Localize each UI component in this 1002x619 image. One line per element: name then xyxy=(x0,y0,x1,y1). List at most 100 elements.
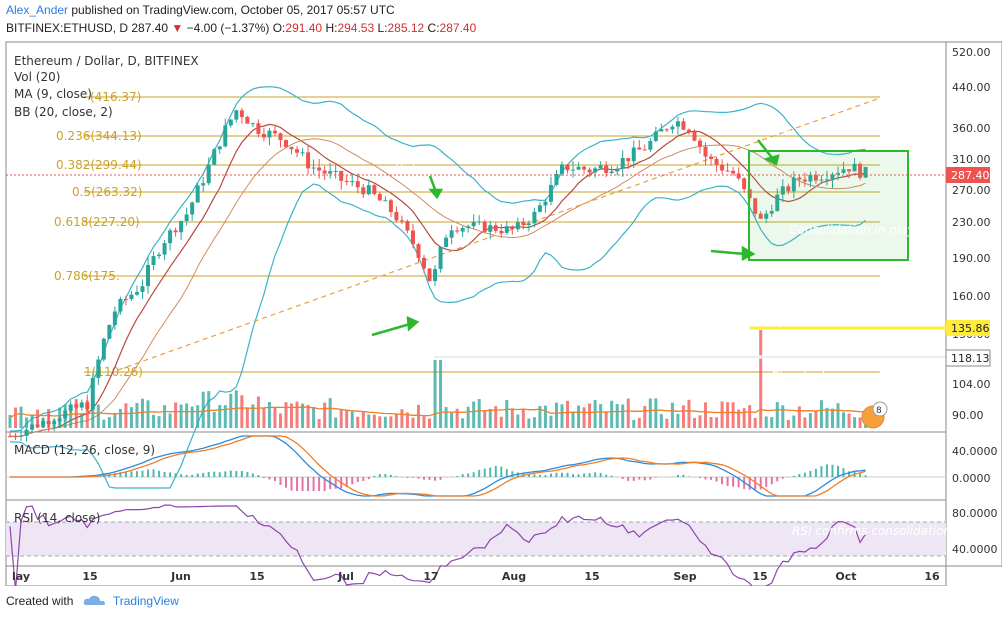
macd-bar xyxy=(715,477,718,482)
volume-bar xyxy=(461,418,465,428)
macd-bar xyxy=(588,473,591,477)
volume-bar xyxy=(676,413,680,428)
volume-bar xyxy=(704,402,708,428)
volume-bar xyxy=(8,415,12,428)
candle-body xyxy=(438,246,443,270)
candle-body xyxy=(405,221,410,231)
volume-bar xyxy=(361,412,365,428)
candle-body xyxy=(68,404,73,411)
macd-bar xyxy=(627,477,630,481)
volume-bar xyxy=(830,408,834,428)
candle-body xyxy=(449,230,454,238)
candle-body xyxy=(151,256,156,265)
candle-body xyxy=(46,420,51,425)
ann-steady: Steady decrease in Volume xyxy=(771,369,935,383)
volume-bar xyxy=(554,402,558,428)
candle-body xyxy=(576,166,581,170)
time-tick: Aug xyxy=(502,570,526,583)
candle-body xyxy=(79,402,84,408)
candle-body xyxy=(659,129,664,132)
volume-bar xyxy=(383,416,387,428)
volume-bar xyxy=(433,360,437,428)
candle-body xyxy=(604,165,609,174)
macd-bar xyxy=(842,468,845,477)
candle-body xyxy=(675,121,680,127)
volume-bar xyxy=(648,398,652,428)
candle-body xyxy=(300,152,305,154)
volume-bar xyxy=(152,414,156,428)
arrow-higher-lows-big xyxy=(710,249,746,256)
macd-bar xyxy=(527,474,530,477)
candle-body xyxy=(272,130,277,134)
macd-bar xyxy=(594,472,597,477)
low-value: 285.12 xyxy=(387,21,425,35)
macd-tick: 40.0000 xyxy=(952,445,998,458)
volume-bar xyxy=(621,404,625,428)
candle-body xyxy=(57,418,62,422)
candle-body xyxy=(698,140,702,147)
time-tick: 17 xyxy=(423,570,438,583)
candle-body xyxy=(444,237,449,247)
volume-bar xyxy=(345,410,349,428)
candle-body xyxy=(212,149,217,165)
candle-body xyxy=(466,226,471,228)
volume-bar xyxy=(836,403,840,428)
volume-bar xyxy=(207,391,211,428)
volume-bar xyxy=(654,398,658,428)
volume-bar xyxy=(775,402,779,428)
volume-bar xyxy=(14,407,18,428)
volume-bar xyxy=(157,416,161,428)
volume-bar xyxy=(764,416,768,428)
volume-bar xyxy=(80,413,84,428)
macd-bar xyxy=(411,477,414,478)
macd-bar xyxy=(825,464,828,477)
ann-last-peak: Last peak in volume xyxy=(750,314,871,328)
author-link[interactable]: Alex_Ander xyxy=(6,3,69,17)
price-chart[interactable]: (416.37) 0.236(344.13) 0.382(299.44) 0.5(26… xyxy=(0,0,1002,586)
ohlc-line: BITFINEX:ETHUSD, D 287.40 ▼ −4.00 (−1.37… xyxy=(6,21,476,35)
volume-bar xyxy=(416,404,420,428)
candle-body xyxy=(515,222,520,230)
consolidation-box[interactable] xyxy=(748,150,909,261)
volume-bar xyxy=(389,416,393,428)
volume-bar xyxy=(819,400,823,428)
macd-bar xyxy=(439,477,442,480)
macd-bar xyxy=(152,469,155,477)
candle-body xyxy=(195,185,200,203)
volume-bar xyxy=(505,399,509,428)
macd-panel xyxy=(5,431,947,501)
macd-bar xyxy=(169,472,172,477)
macd-bar xyxy=(732,477,735,487)
candle-body xyxy=(841,169,846,173)
candle-body xyxy=(477,221,482,223)
candle-body xyxy=(427,268,432,282)
tradingview-link[interactable]: TradingView xyxy=(112,594,179,608)
macd-bar xyxy=(395,476,398,477)
price-tick: 270.00 xyxy=(952,184,991,197)
macd-bar xyxy=(864,475,867,477)
volume-bar xyxy=(295,401,299,428)
volume-bar xyxy=(229,393,233,428)
macd-bar xyxy=(113,473,116,477)
publish-text: published on TradingView.com, October 05… xyxy=(68,3,395,17)
price-panel xyxy=(5,41,947,433)
macd-bar xyxy=(191,474,194,477)
candle-body xyxy=(162,243,167,255)
candle-body xyxy=(532,211,537,224)
macd-bar xyxy=(820,466,823,477)
macd-bar xyxy=(792,475,795,477)
volume-bar xyxy=(549,415,553,428)
candle-body xyxy=(350,181,355,183)
volume-bar xyxy=(212,411,216,428)
macd-bar xyxy=(384,474,387,477)
candle-body xyxy=(311,167,316,169)
volume-bar xyxy=(847,413,851,428)
candle-body xyxy=(780,186,785,195)
volume-bar xyxy=(687,399,691,428)
ann-note-2: Consolidation can take many patterns. xyxy=(487,302,700,315)
volume-bar xyxy=(400,409,404,428)
candle-body xyxy=(537,205,542,212)
candle-body xyxy=(808,174,813,182)
events-count-icon xyxy=(872,401,888,417)
volume-bar xyxy=(853,417,857,428)
